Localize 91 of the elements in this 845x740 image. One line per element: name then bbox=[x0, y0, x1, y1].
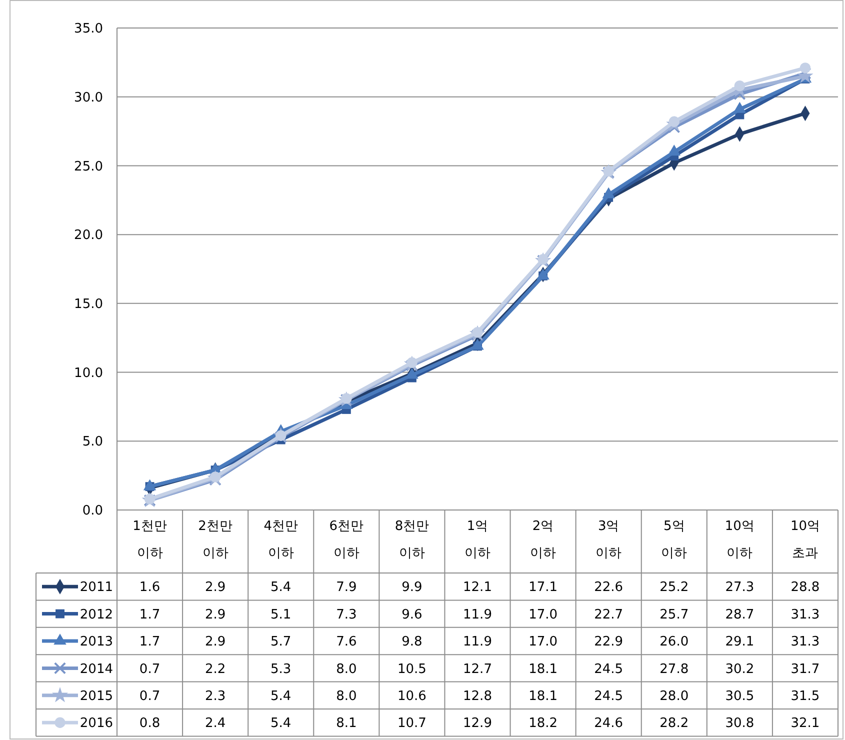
data-label: 10.6 bbox=[397, 688, 426, 704]
data-label: 8.1 bbox=[336, 716, 357, 732]
data-label: 0.8 bbox=[139, 716, 160, 732]
data-label: 10.5 bbox=[397, 662, 426, 677]
x-tick-label: 6천만 이하 bbox=[329, 519, 364, 561]
data-label: 11.9 bbox=[463, 634, 492, 650]
x-tick-label: 5억 이하 bbox=[661, 519, 688, 561]
legend-label: 2016 bbox=[80, 716, 113, 732]
data-label: 10.7 bbox=[397, 716, 426, 732]
data-label: 5.4 bbox=[270, 688, 292, 704]
data-label: 5.4 bbox=[270, 580, 292, 596]
data-label: 17.0 bbox=[528, 607, 558, 622]
data-label: 5.1 bbox=[270, 607, 292, 622]
data-label: 18.1 bbox=[528, 662, 558, 677]
x-tick-label: 1천만 이하 bbox=[132, 519, 167, 561]
data-label: 24.6 bbox=[594, 716, 624, 732]
legend-label: 2011 bbox=[80, 580, 113, 596]
data-label: 8.0 bbox=[336, 688, 357, 704]
data-label: 31.3 bbox=[790, 607, 820, 622]
data-label: 12.7 bbox=[463, 662, 492, 677]
x-tick-label: 10억 이하 bbox=[724, 519, 754, 561]
data-label: 12.8 bbox=[463, 688, 492, 704]
data-label: 28.7 bbox=[725, 607, 754, 622]
y-tick-label: 25.0 bbox=[74, 159, 103, 174]
data-label: 9.6 bbox=[402, 607, 422, 622]
data-label: 2.4 bbox=[204, 716, 226, 732]
data-label: 31.7 bbox=[790, 662, 820, 677]
y-tick-label: 0.0 bbox=[82, 504, 103, 519]
data-label: 2.2 bbox=[204, 662, 226, 677]
data-label: 12.9 bbox=[463, 716, 492, 732]
data-label: 17.1 bbox=[528, 580, 558, 596]
legend-label: 2013 bbox=[80, 634, 113, 650]
data-label: 7.3 bbox=[336, 607, 357, 622]
data-label: 2.9 bbox=[204, 580, 226, 596]
data-label: 1.7 bbox=[139, 607, 160, 622]
data-label: 24.5 bbox=[594, 688, 624, 704]
data-label: 8.0 bbox=[336, 662, 357, 677]
legend-label: 2012 bbox=[80, 607, 113, 622]
data-label: 28.8 bbox=[790, 580, 820, 596]
data-label: 24.5 bbox=[594, 662, 624, 677]
data-label: 25.7 bbox=[660, 607, 689, 622]
x-tick-label: 1억 이하 bbox=[464, 519, 490, 561]
data-label: 1.6 bbox=[139, 580, 160, 596]
data-label: 5.7 bbox=[270, 634, 292, 650]
data-label: 28.0 bbox=[660, 688, 689, 704]
data-label: 0.7 bbox=[139, 688, 160, 704]
data-label: 12.1 bbox=[463, 580, 492, 596]
data-label: 30.5 bbox=[725, 688, 754, 704]
data-label: 26.0 bbox=[660, 634, 689, 650]
x-tick-label: 8천만 이하 bbox=[394, 519, 430, 561]
data-label: 30.8 bbox=[725, 716, 754, 732]
x-tick-label: 10억 초과 bbox=[790, 519, 820, 561]
y-tick-label: 10.0 bbox=[74, 366, 103, 381]
data-label: 18.1 bbox=[528, 688, 558, 704]
y-tick-label: 5.0 bbox=[82, 434, 103, 450]
legend-label: 2014 bbox=[80, 662, 113, 677]
y-tick-label: 35.0 bbox=[74, 22, 103, 37]
data-label: 2.9 bbox=[204, 634, 226, 650]
data-label: 31.3 bbox=[790, 634, 820, 650]
x-tick-label: 2천만 이하 bbox=[198, 519, 232, 561]
data-label: 32.1 bbox=[790, 716, 820, 732]
x-tick-label: 4천만 이하 bbox=[264, 519, 298, 561]
data-label: 22.7 bbox=[594, 607, 624, 622]
data-label: 25.2 bbox=[660, 580, 689, 596]
data-label: 27.8 bbox=[660, 662, 689, 677]
x-tick-label: 3억 이하 bbox=[596, 519, 622, 561]
y-tick-label: 30.0 bbox=[74, 90, 103, 106]
data-label: 9.8 bbox=[402, 634, 422, 650]
data-label: 1.7 bbox=[139, 634, 160, 650]
data-label: 0.7 bbox=[139, 662, 160, 677]
y-tick-label: 20.0 bbox=[74, 228, 103, 244]
data-label: 7.6 bbox=[336, 634, 357, 650]
data-label: 22.9 bbox=[594, 634, 624, 650]
data-label: 11.9 bbox=[463, 607, 492, 622]
data-label: 7.9 bbox=[336, 580, 357, 596]
data-label: 5.3 bbox=[270, 662, 292, 677]
legend-label: 2015 bbox=[80, 688, 113, 704]
data-label: 2.9 bbox=[204, 607, 226, 622]
data-label: 18.2 bbox=[528, 716, 558, 732]
data-label: 17.0 bbox=[528, 634, 558, 650]
data-label: 29.1 bbox=[725, 634, 754, 650]
data-label: 9.9 bbox=[402, 580, 422, 596]
x-tick-label: 2억 이하 bbox=[530, 519, 556, 561]
data-label: 31.5 bbox=[790, 688, 820, 704]
data-label: 28.2 bbox=[660, 716, 689, 732]
data-label: 2.3 bbox=[204, 688, 226, 704]
data-label: 5.4 bbox=[270, 716, 292, 732]
y-tick-label: 15.0 bbox=[74, 296, 103, 312]
data-label: 22.6 bbox=[594, 580, 624, 596]
data-label: 27.3 bbox=[725, 580, 754, 596]
data-label: 30.2 bbox=[725, 662, 754, 677]
